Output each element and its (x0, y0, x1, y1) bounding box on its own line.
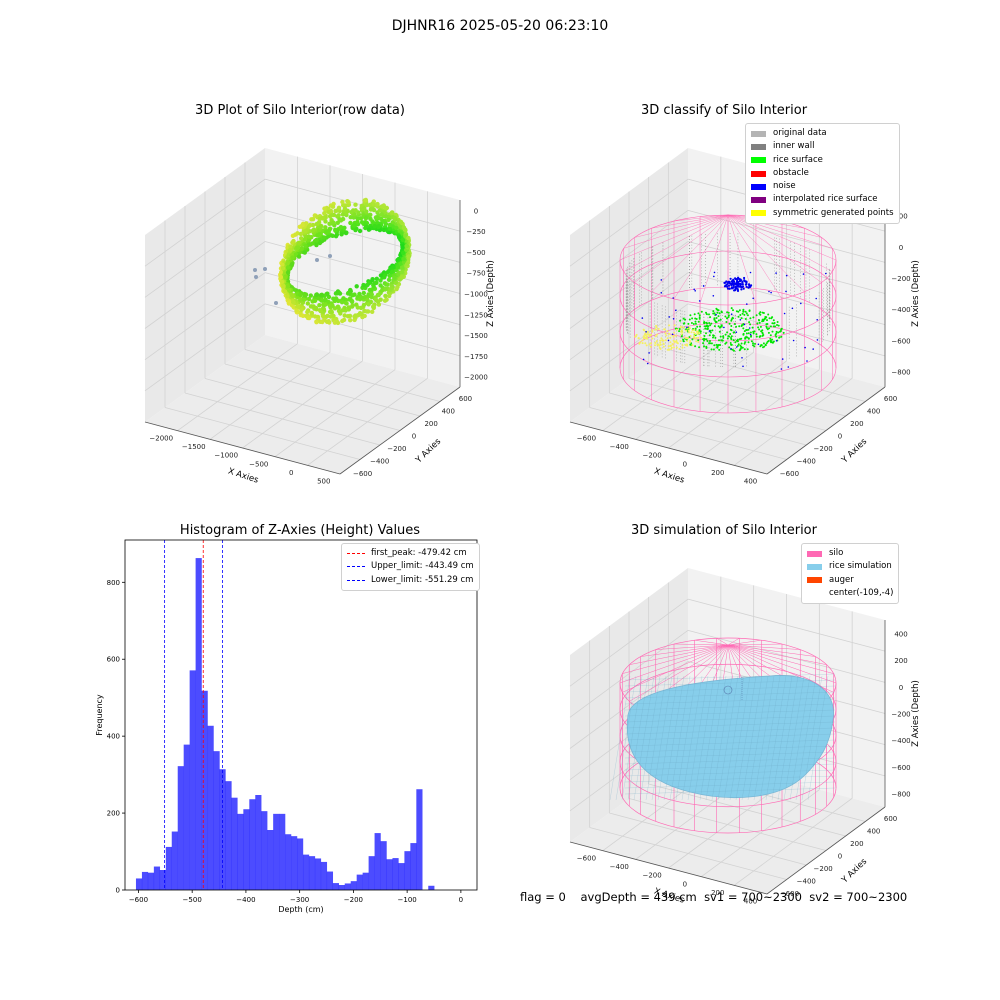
z-tick-label: −400 (891, 737, 910, 745)
simulation-legend: silo rice simulation auger center(-109,-… (801, 543, 899, 604)
z-tick-label: −600 (891, 764, 910, 772)
legend-item: rice simulation (807, 560, 893, 573)
z-tick-label: 200 (894, 657, 907, 665)
flag-value: flag = 0 (520, 890, 566, 904)
x-tick-label: −200 (642, 872, 661, 880)
z-tick-label: −200 (891, 711, 910, 719)
legend-swatch (807, 591, 822, 597)
x-tick-label: 0 (683, 880, 687, 888)
legend-item: center(-109,-4) (807, 587, 893, 600)
y-tick-label: 400 (867, 828, 880, 836)
legend-label: auger (829, 574, 854, 587)
y-tick-label: −200 (814, 865, 833, 873)
y-tick-label: 600 (884, 815, 897, 823)
z-tick-label: 0 (899, 684, 903, 692)
z-tick-label: 400 (894, 630, 907, 638)
y-tick-label: 0 (838, 853, 842, 861)
y-tick-label: −400 (797, 877, 816, 885)
status-line: flag = 0 avgDepth = 439 cm sv1 = 700~230… (520, 890, 907, 904)
legend-label: silo (829, 547, 843, 560)
y-axis-label: Y Axies (839, 856, 869, 886)
sv2-value: sv2 = 700~2300 (809, 890, 907, 904)
x-tick-label: −600 (577, 854, 596, 862)
legend-item: auger (807, 574, 893, 587)
legend-swatch (807, 577, 822, 583)
avg-depth-value: avgDepth = 439 cm (580, 890, 696, 904)
legend-swatch (807, 564, 822, 570)
z-tick-label: −800 (891, 791, 910, 799)
legend-swatch (807, 551, 822, 557)
sv1-value: sv1 = 700~2300 (704, 890, 802, 904)
legend-item: silo (807, 547, 893, 560)
y-tick-label: 200 (850, 840, 863, 848)
legend-label: rice simulation (829, 560, 892, 573)
legend-label: center(-109,-4) (829, 587, 893, 600)
z-axis-label: Z Axies (Depth) (911, 680, 921, 747)
x-tick-label: −400 (610, 863, 629, 871)
